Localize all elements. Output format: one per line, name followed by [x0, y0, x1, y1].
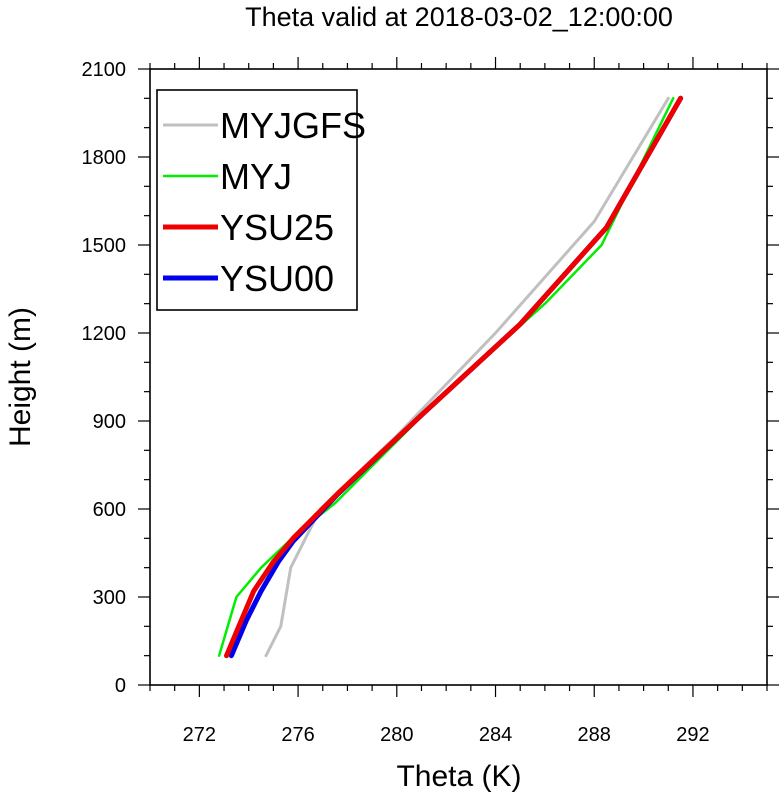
y-tick-label: 2100 [82, 59, 127, 81]
series-lines [217, 95, 684, 659]
x-tick-label: 292 [676, 724, 709, 746]
y-tick-label: 1500 [82, 235, 127, 257]
x-tick-label: 272 [183, 724, 216, 746]
axis-ticks: 272 276 280 284 288 292 0 300 600 900 1200 1500 1800… [82, 57, 779, 746]
y-tick-label: 900 [93, 411, 126, 433]
y-axis-label: Height (m) [4, 307, 37, 447]
legend-box [156, 89, 358, 311]
series-line-myj [217, 97, 675, 657]
series-line-ysu25 [224, 95, 684, 659]
y-tick-label: 1800 [82, 147, 127, 169]
y-tick-label: 300 [93, 587, 126, 609]
x-tick-label: 284 [479, 724, 512, 746]
legend: MYJGFS MYJ YSU25 YSU00 [156, 89, 366, 311]
x-axis-label: Theta (K) [396, 760, 521, 793]
legend-label-myjgfs: MYJGFS [220, 105, 366, 146]
legend-label-ysu25: YSU25 [220, 207, 334, 248]
y-tick-label: 0 [115, 675, 126, 697]
chart-title: Theta valid at 2018-03-02_12:00:00 [245, 2, 673, 32]
legend-label-myj: MYJ [220, 156, 292, 197]
x-tick-label: 288 [578, 724, 611, 746]
plot-frame [149, 68, 768, 686]
legend-label-ysu00: YSU00 [220, 258, 334, 299]
y-tick-label: 1200 [82, 323, 127, 345]
x-tick-label: 276 [281, 724, 314, 746]
y-tick-label: 600 [93, 499, 126, 521]
x-tick-label: 280 [380, 724, 413, 746]
